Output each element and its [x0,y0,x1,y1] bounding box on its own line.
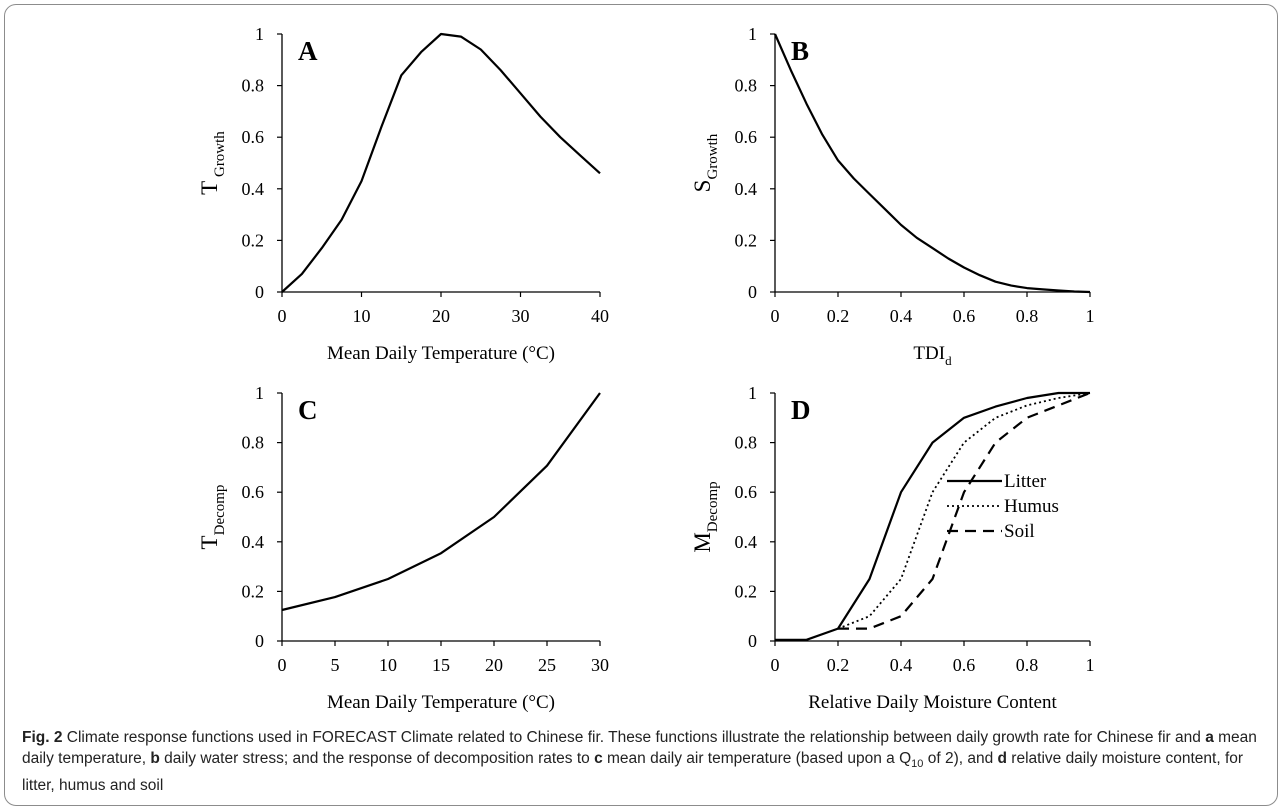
series-line-soil [838,391,1091,630]
y-tick-label: 0.2 [735,230,758,250]
x-tick-label: 20 [485,655,503,675]
x-tick-label: 0.6 [953,306,976,326]
x-axis-label: Relative Daily Moisture Content [808,692,1057,713]
x-tick-label: 0.4 [890,306,913,326]
y-tick-label: 0.6 [735,482,758,502]
caption-text: 10 [911,758,924,771]
y-axis-label-subscript: Decomp [212,485,228,536]
figure-frame [4,4,1278,806]
x-tick-label: 0.2 [827,655,850,675]
x-tick-label: 20 [432,306,450,326]
caption-text: of 2), and [923,750,998,767]
caption-text: mean daily air temperature (based upon a… [602,750,912,767]
x-axis-label-subscript: d [945,353,952,368]
series-line-litter [775,391,1090,641]
panel-letter: A [298,36,318,66]
y-tick-label: 0.8 [735,433,758,453]
x-tick-label: 40 [591,306,609,326]
legend-label: Litter [1004,471,1047,492]
y-tick-label: 0.2 [735,581,758,601]
y-tick-label: 0.4 [735,532,758,552]
y-axis-label-subscript: Growth [212,131,228,181]
caption-text: Climate response functions used in FOREC… [62,729,1206,746]
caption-label: Fig. 2 [22,729,63,746]
y-axis-label: TDecomp [197,485,228,550]
x-axis-label: Mean Daily Temperature (°C) [327,343,555,364]
y-axis-label: SGrowth [690,133,721,192]
caption-panel-ref: b [150,750,160,767]
y-tick-label: 0 [255,282,264,302]
x-tick-label: 0 [771,306,780,326]
y-axis-label-main: T [197,535,222,549]
y-tick-label: 1 [255,383,264,403]
x-tick-label: 1 [1086,655,1095,675]
y-tick-label: 0.8 [735,76,758,96]
y-tick-label: 0.2 [242,581,265,601]
x-tick-label: 0.8 [1016,655,1039,675]
x-tick-label: 0 [278,655,287,675]
x-axis-label: Mean Daily Temperature (°C) [327,692,555,713]
x-tick-label: 25 [538,655,556,675]
chart-panel-d: 0 0.2 0.4 0.6 0.8 1 0 0.2 0.4 0.6 0.8 1 D Relative Da… [690,383,1095,713]
y-axis-label-subscript: Decomp [705,481,721,532]
x-tick-label: 10 [353,306,371,326]
y-tick-label: 0 [255,631,264,651]
y-axis-label: MDecomp [690,481,721,552]
x-tick-label: 10 [379,655,397,675]
y-tick-label: 0.2 [242,230,265,250]
y-tick-label: 0.4 [735,179,758,199]
caption-text: relative daily moisture content, for lit… [22,750,1244,795]
x-tick-label: 0 [771,655,780,675]
caption-panel-ref: d [997,750,1007,767]
series-line [281,392,601,612]
series-line-humus [837,392,1091,630]
caption-panel-ref: a [1205,729,1214,746]
y-tick-label: 1 [748,383,757,403]
x-tick-label: 30 [512,306,530,326]
x-tick-label: 0.4 [890,655,913,675]
x-tick-label: 15 [432,655,450,675]
x-tick-label: 0.6 [953,655,976,675]
chart-panel-b: 0 0.2 0.4 0.6 0.8 1 0 0.2 0.4 0.6 0.8 1 B TDId SGrowth [690,24,1095,368]
panel-letter: C [298,395,318,425]
caption-body: Climate response functions used in FOREC… [22,729,1257,794]
x-tick-label: 5 [331,655,340,675]
y-axis-label: T Growth [197,131,228,195]
y-tick-label: 0.8 [242,433,265,453]
y-axis-label-subscript: Growth [705,133,721,179]
x-tick-label: 0.8 [1016,306,1039,326]
panel-letter: D [791,395,811,425]
y-tick-label: 0.4 [242,532,265,552]
x-tick-label: 0.2 [827,306,850,326]
y-axis-label-main: T [197,181,222,195]
caption-text: daily water stress; and the response of … [159,750,595,767]
caption-text: mean daily temperature, [22,729,1257,767]
y-tick-label: 0.8 [242,76,265,96]
y-tick-label: 0.6 [242,482,265,502]
panel-letter: B [791,36,809,66]
y-tick-label: 1 [255,24,264,44]
x-tick-label: 1 [1086,306,1095,326]
series-line [773,33,1091,294]
y-axis-label-main: S [690,180,715,193]
y-tick-label: 1 [748,24,757,44]
series-line [281,32,601,293]
x-tick-label: 30 [591,655,609,675]
y-tick-label: 0 [748,282,757,302]
y-tick-label: 0 [748,631,757,651]
y-tick-label: 0.6 [735,127,758,147]
x-axis-label: TDId [913,343,952,368]
y-tick-label: 0.4 [242,179,265,199]
x-tick-label: 0 [278,306,287,326]
y-tick-label: 0.6 [242,127,265,147]
legend-label: Humus [1004,496,1059,517]
figure-caption: Fig. 2 Climate response functions used i… [22,727,1267,796]
caption-panel-ref: c [594,750,603,767]
y-axis-label-main: M [690,532,715,552]
legend-label: Soil [1004,521,1035,542]
